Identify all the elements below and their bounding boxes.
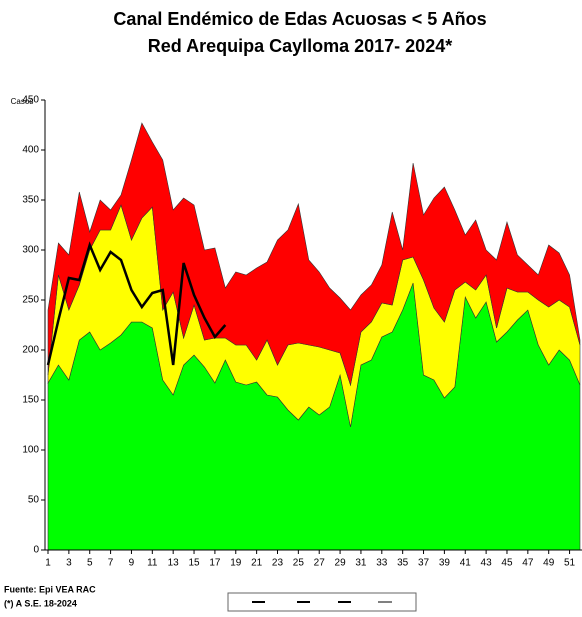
legend-box bbox=[227, 592, 417, 612]
x-tick-label: 21 bbox=[251, 558, 263, 569]
x-tick-label: 49 bbox=[543, 558, 555, 569]
y-tick-label: 100 bbox=[22, 445, 39, 456]
x-tick-label: 7 bbox=[108, 558, 114, 569]
y-tick-label: 400 bbox=[22, 145, 39, 156]
x-tick-label: 33 bbox=[376, 558, 388, 569]
x-tick-label: 47 bbox=[522, 558, 534, 569]
y-tick-label: 450 bbox=[22, 95, 39, 106]
y-tick-label: 300 bbox=[22, 245, 39, 256]
x-tick-label: 51 bbox=[564, 558, 576, 569]
chart-subtitle: Red Arequipa Caylloma 2017- 2024* bbox=[148, 36, 452, 56]
areas bbox=[47, 122, 581, 551]
footnote: (*) A S.E. 18-2024 bbox=[4, 598, 77, 608]
y-tick-label: 150 bbox=[22, 395, 39, 406]
x-tick-label: 19 bbox=[230, 558, 242, 569]
x-tick-label: 3 bbox=[66, 558, 72, 569]
x-tick-label: 41 bbox=[460, 558, 472, 569]
chart-title: Canal Endémico de Edas Acuosas < 5 Años bbox=[113, 9, 486, 29]
x-tick-label: 11 bbox=[147, 558, 158, 569]
y-tick-label: 200 bbox=[22, 345, 39, 356]
x-tick-label: 1 bbox=[45, 558, 51, 569]
x-tick-label: 9 bbox=[129, 558, 135, 569]
x-tick-label: 43 bbox=[481, 558, 493, 569]
source: Fuente: Epi VEA RAC bbox=[4, 584, 96, 594]
band-area bbox=[47, 122, 581, 387]
x-tick-label: 5 bbox=[87, 558, 93, 569]
y-tick-label: 0 bbox=[33, 545, 39, 556]
x-tick-label: 27 bbox=[314, 558, 326, 569]
x-tick-label: 31 bbox=[355, 558, 367, 569]
y-tick-label: 50 bbox=[28, 495, 40, 506]
x-tick-label: 13 bbox=[168, 558, 180, 569]
legend bbox=[227, 592, 417, 612]
x-tick-label: 39 bbox=[439, 558, 451, 569]
y-tick-label: 350 bbox=[22, 195, 39, 206]
x-tick-label: 25 bbox=[293, 558, 305, 569]
x-tick-label: 35 bbox=[397, 558, 409, 569]
x-tick-label: 15 bbox=[188, 558, 200, 569]
x-tick-label: 17 bbox=[209, 558, 221, 569]
x-tick-label: 45 bbox=[501, 558, 513, 569]
x-tick-label: 37 bbox=[418, 558, 430, 569]
line-2024 bbox=[46, 241, 227, 366]
y-axis-label: Casos bbox=[11, 97, 34, 106]
y-tick-label: 250 bbox=[22, 295, 39, 306]
x-tick-label: 23 bbox=[272, 558, 284, 569]
x-tick-label: 29 bbox=[335, 558, 347, 569]
